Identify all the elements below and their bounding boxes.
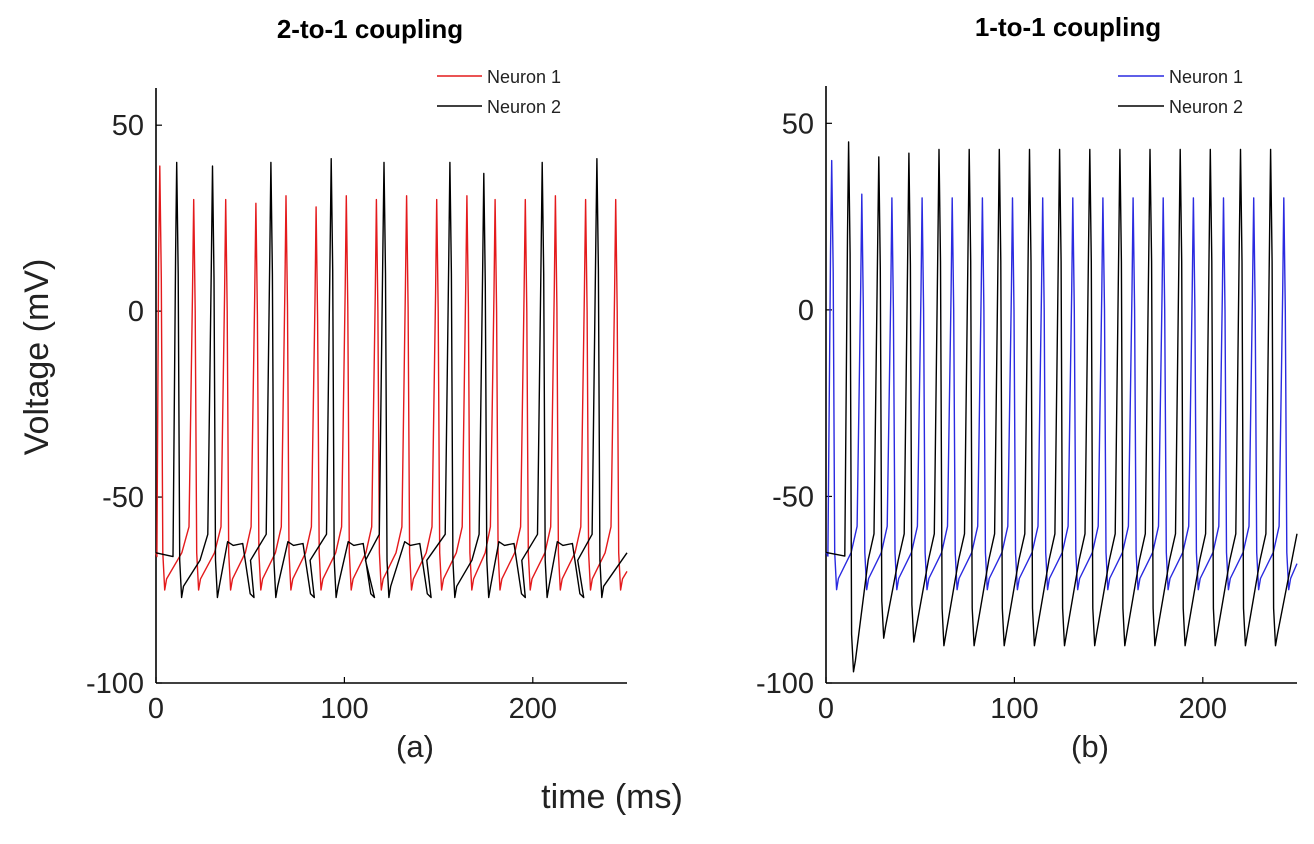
y-tick-label: -50 <box>772 481 814 513</box>
panel-b-legend-label-neuron2: Neuron 2 <box>1169 97 1243 117</box>
y-axis-label: Voltage (mV) <box>18 259 56 456</box>
series-neuron-2-line <box>155 158 628 599</box>
y-tick-label: 50 <box>112 110 144 142</box>
x-tick-label: 200 <box>509 693 557 725</box>
x-tick-label: 0 <box>818 693 834 725</box>
panel-a-title: 2-to-1 coupling <box>277 14 463 44</box>
x-axis-label: time (ms) <box>541 778 683 816</box>
panel-b-title: 1-to-1 coupling <box>975 12 1161 42</box>
x-tick-label: 200 <box>1179 693 1227 725</box>
x-tick-label: 100 <box>990 693 1038 725</box>
y-tick-label: 50 <box>782 108 814 140</box>
y-tick-label: -100 <box>86 668 144 700</box>
panel-a-legend: Neuron 1 Neuron 2 <box>437 67 561 117</box>
y-tick-label: -50 <box>102 482 144 514</box>
panel-a-legend-label-neuron2: Neuron 2 <box>487 97 561 117</box>
panel-b-legend-label-neuron1: Neuron 1 <box>1169 67 1243 87</box>
panel-b-legend: Neuron 1 Neuron 2 <box>1118 67 1243 117</box>
series-neuron-1-line <box>155 165 628 591</box>
series-neuron-2-line <box>825 141 1298 673</box>
panel-a-legend-label-neuron1: Neuron 1 <box>487 67 561 87</box>
panel-a-sublabel: (a) <box>396 729 434 764</box>
x-tick-label: 0 <box>148 693 164 725</box>
y-tick-label: 0 <box>128 296 144 328</box>
x-tick-label: 100 <box>320 693 368 725</box>
y-tick-label: 0 <box>798 295 814 327</box>
y-tick-label: -100 <box>756 668 814 700</box>
panel-b-sublabel: (b) <box>1071 729 1109 764</box>
